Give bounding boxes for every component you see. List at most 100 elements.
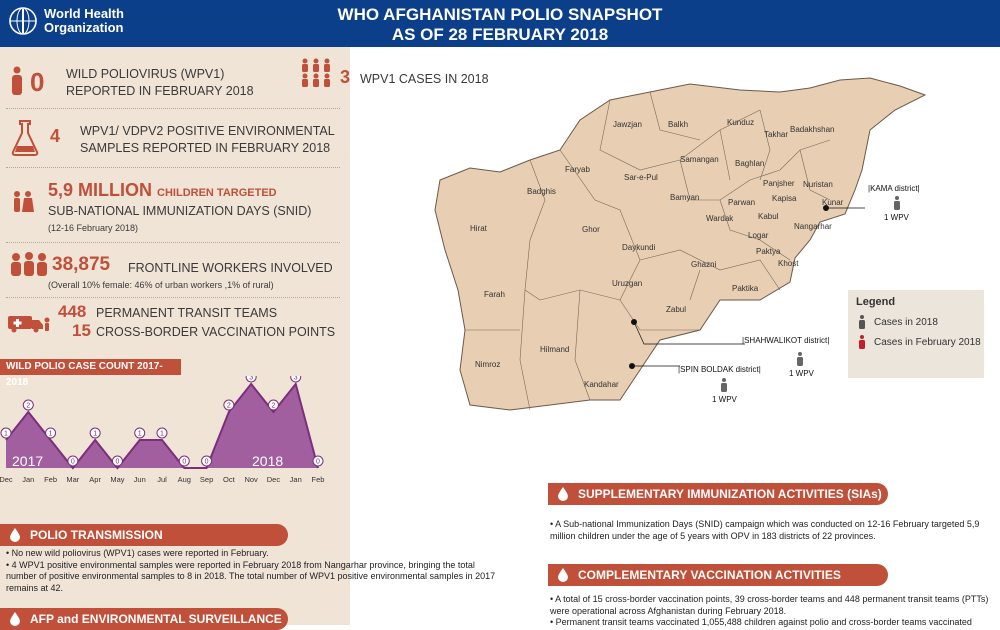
- data-point: [0, 427, 12, 439]
- data-label: 2: [227, 403, 231, 410]
- province-label: Zabul: [666, 305, 686, 314]
- legend-feb-case-icon: [859, 335, 865, 349]
- case-area: [6, 384, 318, 468]
- case-line: [5, 381, 319, 470]
- data-point: [67, 455, 79, 467]
- province-label: Kunar: [822, 198, 844, 207]
- x-tick-label: Dec: [0, 475, 13, 484]
- drop-icon: [558, 487, 568, 501]
- section-title: COMPLEMENTARY VACCINATION ACTIVITIES: [578, 568, 841, 582]
- case-person-icon: [797, 352, 803, 366]
- x-tick-label: Jul: [157, 475, 167, 484]
- province-label: Daykundi: [622, 243, 656, 252]
- province-label: Sar-e-Pul: [624, 173, 658, 182]
- data-point: [156, 427, 168, 439]
- data-label: 1: [138, 431, 142, 438]
- province-label: Ghazni: [691, 260, 717, 269]
- cbv-count: 15: [72, 321, 91, 340]
- org-name-line1: World Health: [44, 6, 124, 21]
- divider: [6, 108, 340, 109]
- province-label: Nangarhar: [794, 222, 832, 231]
- x-tick-label: Aug: [178, 475, 191, 484]
- ambulance-icon: [8, 316, 50, 333]
- data-point: [201, 455, 213, 467]
- data-label: 0: [205, 459, 209, 466]
- workers-count: 38,875: [52, 254, 111, 275]
- data-point: [312, 455, 324, 467]
- data-point: [89, 427, 101, 439]
- legend-title: Legend: [856, 296, 896, 308]
- header-bar: World Health Organization WHO AFGHANISTA…: [0, 0, 1000, 47]
- province-label: Nimroz: [475, 360, 500, 369]
- ptt-label: PERMANENT TRANSIT TEAMS: [96, 306, 278, 320]
- cases-2018-label: WPV1 CASES IN 2018: [360, 72, 489, 86]
- x-tick-label: Jan: [22, 475, 34, 484]
- map-legend: Legend Cases in 2018 Cases in February 2…: [848, 290, 984, 378]
- province-label: Samangan: [680, 155, 719, 164]
- section-cva: COMPLEMENTARY VACCINATION ACTIVITIES: [548, 564, 888, 586]
- case-count-chart: 1 Dec 2 Jan 1 Feb 0 Mar 1 Apr 0 May 1 Jun 1 Jul 0 Aug 0 Sep…: [0, 376, 325, 484]
- province-label: Panjsher: [763, 179, 795, 188]
- shahwalikot-district-label: |SHAHWALIKOT district|: [742, 336, 830, 345]
- province-label: Nuristan: [803, 180, 833, 189]
- province-label: Baghlan: [735, 159, 764, 168]
- province-label: Kandahar: [584, 380, 619, 389]
- transmission-text: • No new wild poliovirus (WPV1) cases we…: [6, 548, 496, 593]
- wpv1-feb-label: WILD POLIOVIRUS (WPV1) REPORTED IN FEBRUA…: [66, 67, 254, 98]
- section-polio-transmission: POLIO TRANSMISSION: [0, 524, 288, 546]
- snid-count: 5,9 MILLION CHILDREN TARGETED: [48, 180, 277, 200]
- who-emblem-icon: [9, 7, 37, 35]
- data-point: [223, 399, 235, 411]
- spin-boldak-case-label: 1 WPV: [712, 395, 737, 404]
- legend-item-feb-2018: Cases in February 2018: [874, 337, 981, 348]
- shahwalikot-leader: [633, 321, 745, 345]
- spin-boldak-district-label: |SPIN BOLDAK district|: [678, 365, 761, 374]
- workers-note: (Overall 10% female: 46% of urban worker…: [48, 280, 274, 290]
- province-label: Khost: [778, 259, 799, 268]
- shahwalikot-case-label: 1 WPV: [789, 369, 814, 378]
- province-label: Paktika: [732, 284, 759, 293]
- province-label: Paktya: [756, 247, 781, 256]
- chart-title: WILD POLIO CASE COUNT 2017-2018: [0, 359, 181, 388]
- x-tick-label: Feb: [312, 475, 325, 484]
- section-afp-surveillance: AFP and ENVIRONMENTAL SURVEILLANCE: [0, 608, 288, 630]
- x-tick-label: Oct: [223, 475, 236, 484]
- cbv-label: CROSS-BORDER VACCINATION POINTS: [96, 325, 336, 339]
- data-point: [267, 399, 279, 411]
- data-point: [111, 455, 123, 467]
- case-person-icon: [894, 196, 900, 210]
- data-point: [290, 376, 302, 383]
- children-icon: [14, 191, 34, 212]
- data-label: 0: [316, 459, 320, 466]
- x-tick-label: Jun: [134, 475, 146, 484]
- workers-group-icon: [11, 252, 47, 276]
- legend-case-icon: [859, 315, 865, 329]
- data-label: 0: [115, 459, 119, 466]
- snid-dates: (12-16 February 2018): [48, 223, 139, 233]
- data-label: 1: [160, 431, 164, 438]
- kama-case-label: 1 WPV: [884, 213, 909, 222]
- drop-icon: [558, 568, 568, 582]
- section-sia: SUPPLEMENTARY IMMUNIZATION ACTIVITIES (S…: [548, 483, 888, 505]
- x-tick-label: Dec: [267, 475, 281, 484]
- env-count: 4: [50, 126, 61, 146]
- data-label: 1: [49, 431, 53, 438]
- year-label: 2018: [252, 453, 283, 469]
- data-label: 2: [271, 403, 275, 410]
- data-label: 1: [93, 431, 97, 438]
- data-point: [245, 376, 257, 383]
- x-tick-label: Apr: [89, 475, 101, 484]
- province-label: Jawzjan: [613, 120, 642, 129]
- data-label: 2: [26, 403, 30, 410]
- snid-label: SUB-NATIONAL IMMUNIZATION DAYS (SNID): [48, 204, 312, 218]
- province-label: Kapisa: [772, 194, 797, 203]
- case-person-icon: [721, 378, 727, 392]
- drop-icon: [10, 612, 20, 626]
- province-label: Kunduz: [727, 118, 754, 127]
- province-label: Logar: [748, 231, 769, 240]
- province-label: Hirat: [470, 224, 488, 233]
- workers-label: FRONTLINE WORKERS INVOLVED: [128, 261, 333, 275]
- divider: [6, 297, 340, 298]
- data-point: [178, 455, 190, 467]
